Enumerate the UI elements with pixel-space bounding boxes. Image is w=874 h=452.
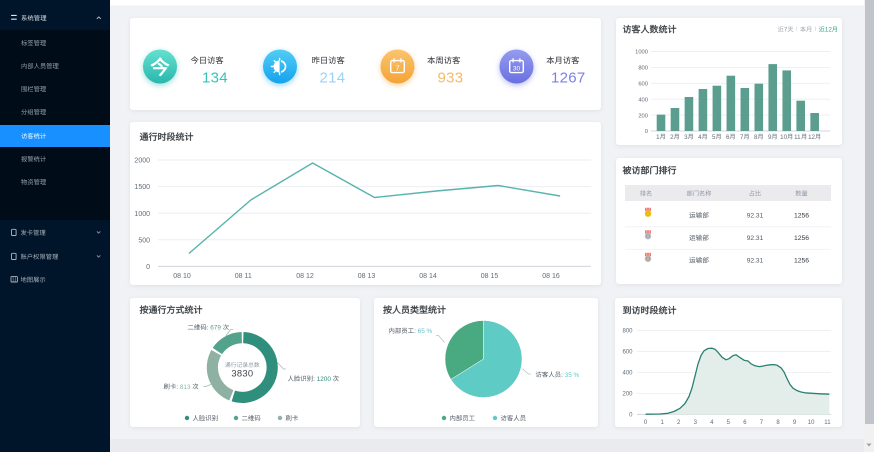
svg-text:11: 11 (824, 420, 831, 426)
svg-text::: : (207, 325, 209, 332)
svg-text:3830: 3830 (231, 368, 253, 379)
svg-text::: : (313, 376, 315, 383)
svg-text::: : (176, 384, 178, 391)
svg-text:0: 0 (644, 420, 648, 426)
svg-text:134: 134 (202, 70, 228, 87)
svg-text:800: 800 (638, 66, 648, 72)
svg-text:65 %: 65 % (418, 328, 433, 335)
svg-text:10: 10 (780, 134, 787, 141)
svg-text:92.31: 92.31 (747, 258, 764, 265)
svg-text:2000: 2000 (134, 158, 150, 165)
svg-text:08 14: 08 14 (419, 273, 437, 280)
svg-text:08 13: 08 13 (358, 273, 376, 280)
svg-text:7: 7 (784, 27, 788, 34)
svg-text:0: 0 (146, 264, 150, 271)
svg-text:08 12: 08 12 (296, 273, 314, 280)
svg-text:08 11: 08 11 (235, 273, 252, 280)
svg-text:8: 8 (754, 134, 758, 141)
svg-text:7: 7 (395, 64, 399, 73)
svg-text:5: 5 (727, 420, 731, 426)
svg-text:1000: 1000 (635, 50, 648, 56)
svg-text:5: 5 (712, 134, 716, 141)
svg-text:933: 933 (438, 70, 464, 87)
svg-text:600: 600 (638, 82, 648, 88)
svg-text:1000: 1000 (134, 211, 150, 218)
svg-text:0: 0 (645, 129, 648, 135)
svg-text:500: 500 (138, 237, 150, 244)
svg-text:400: 400 (622, 371, 633, 377)
svg-text:1256: 1256 (794, 258, 809, 265)
svg-text:3: 3 (684, 134, 688, 141)
svg-text:679: 679 (210, 325, 221, 332)
svg-text:6: 6 (743, 420, 747, 426)
svg-text:35 %: 35 % (565, 372, 580, 379)
svg-text:9: 9 (768, 134, 772, 141)
svg-text:11: 11 (794, 134, 801, 141)
svg-text:10: 10 (808, 420, 815, 426)
svg-text:08 16: 08 16 (542, 273, 560, 280)
svg-text::: : (414, 328, 416, 335)
svg-text:12: 12 (825, 27, 832, 34)
svg-text:600: 600 (622, 350, 633, 356)
svg-text:1267: 1267 (551, 70, 586, 87)
svg-text:214: 214 (320, 70, 346, 87)
svg-text::: : (561, 372, 563, 379)
svg-text:200: 200 (622, 392, 633, 398)
svg-text:08 10: 08 10 (173, 273, 191, 280)
svg-text:2: 2 (677, 420, 681, 426)
svg-text:3: 3 (694, 420, 698, 426)
svg-text:800: 800 (622, 329, 633, 335)
svg-text:4: 4 (710, 420, 714, 426)
svg-text:1200: 1200 (317, 376, 332, 383)
svg-text:12: 12 (808, 134, 815, 141)
svg-text:400: 400 (638, 97, 648, 103)
svg-text:1500: 1500 (134, 184, 150, 191)
svg-text:92.31: 92.31 (747, 235, 764, 242)
svg-text:1256: 1256 (794, 213, 809, 220)
svg-text:1: 1 (660, 420, 664, 426)
svg-text:0: 0 (629, 413, 633, 419)
svg-text:813: 813 (180, 384, 191, 391)
svg-text:8: 8 (776, 420, 780, 426)
svg-text:1: 1 (656, 134, 660, 141)
svg-text:30: 30 (513, 66, 521, 73)
svg-text:2: 2 (670, 134, 674, 141)
svg-text:4: 4 (698, 134, 702, 141)
svg-text:1256: 1256 (794, 235, 809, 242)
svg-text:9: 9 (793, 420, 797, 426)
svg-text:08 15: 08 15 (481, 273, 499, 280)
svg-text:6: 6 (726, 134, 730, 141)
svg-text:7: 7 (740, 134, 744, 141)
svg-text:7: 7 (760, 420, 764, 426)
svg-text:200: 200 (638, 113, 648, 119)
svg-text:92.31: 92.31 (747, 213, 764, 220)
